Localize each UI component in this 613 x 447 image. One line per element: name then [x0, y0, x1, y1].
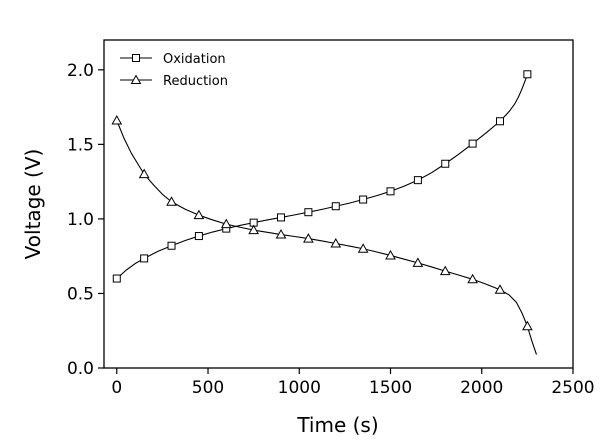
- reduction-point: [248, 224, 259, 235]
- reduction-curve: [116, 120, 538, 355]
- reduction-point: [138, 168, 150, 179]
- reduction-point: [385, 249, 396, 260]
- y-tick-label: 1.5: [67, 135, 94, 155]
- oxidation-point: [304, 208, 313, 217]
- oxidation-point: [167, 241, 176, 250]
- legend-reduction-label: Reduction: [163, 74, 228, 89]
- reduction-point: [303, 233, 314, 243]
- oxidation-point: [112, 274, 121, 283]
- reduction-point: [522, 320, 533, 331]
- oxidation-point: [331, 202, 340, 211]
- x-tick-label: 1000: [278, 378, 321, 398]
- y-tick-label: 1.0: [67, 210, 94, 230]
- oxidation-point: [277, 213, 286, 222]
- y-axis-title: Voltage (V): [21, 149, 45, 260]
- reduction-point: [494, 284, 506, 294]
- plot-frame: [103, 39, 574, 369]
- reduction-point: [412, 257, 424, 267]
- reduction-point: [467, 273, 478, 284]
- reduction-point: [357, 243, 369, 253]
- x-tick-label: 2000: [460, 378, 503, 398]
- y-tick-label: 2.0: [67, 61, 94, 81]
- oxidation-point: [496, 117, 505, 126]
- series-curves: [116, 74, 538, 355]
- x-axis-title: Time (s): [296, 413, 378, 437]
- y-axis-ticks: 0.0 0.5 1.0 1.5 2.0: [67, 61, 104, 379]
- reduction-point: [193, 209, 205, 220]
- x-tick-label: 0: [111, 378, 122, 398]
- x-tick-label: 500: [192, 378, 224, 398]
- legend-oxidation-label: Oxidation: [163, 52, 226, 67]
- x-tick-label: 1500: [369, 378, 412, 398]
- reduction-point: [275, 229, 287, 239]
- oxidation-curve: [116, 74, 528, 279]
- reduction-point: [111, 114, 123, 125]
- oxidation-point: [359, 195, 368, 204]
- oxidation-point: [441, 159, 450, 168]
- x-axis-ticks: 0 500 1000 1500 2000 2500: [111, 368, 595, 398]
- y-tick-label: 0.0: [67, 359, 94, 379]
- x-tick-label: 2500: [551, 378, 594, 398]
- oxidation-point: [140, 254, 149, 263]
- reduction-point: [330, 237, 342, 248]
- series-markers: [111, 70, 533, 331]
- reduction-point: [220, 218, 232, 229]
- reduction-point: [439, 265, 451, 276]
- reduction-point: [166, 196, 177, 206]
- oxidation-point: [194, 232, 203, 241]
- y-tick-label: 0.5: [67, 284, 94, 304]
- oxidation-point: [413, 176, 422, 185]
- legend-reduction-marker: [130, 74, 142, 84]
- oxidation-point: [386, 187, 395, 196]
- oxidation-point: [468, 139, 477, 148]
- legend: Oxidation Reduction: [120, 52, 228, 89]
- legend-oxidation-marker: [132, 54, 140, 62]
- oxidation-point: [523, 70, 532, 79]
